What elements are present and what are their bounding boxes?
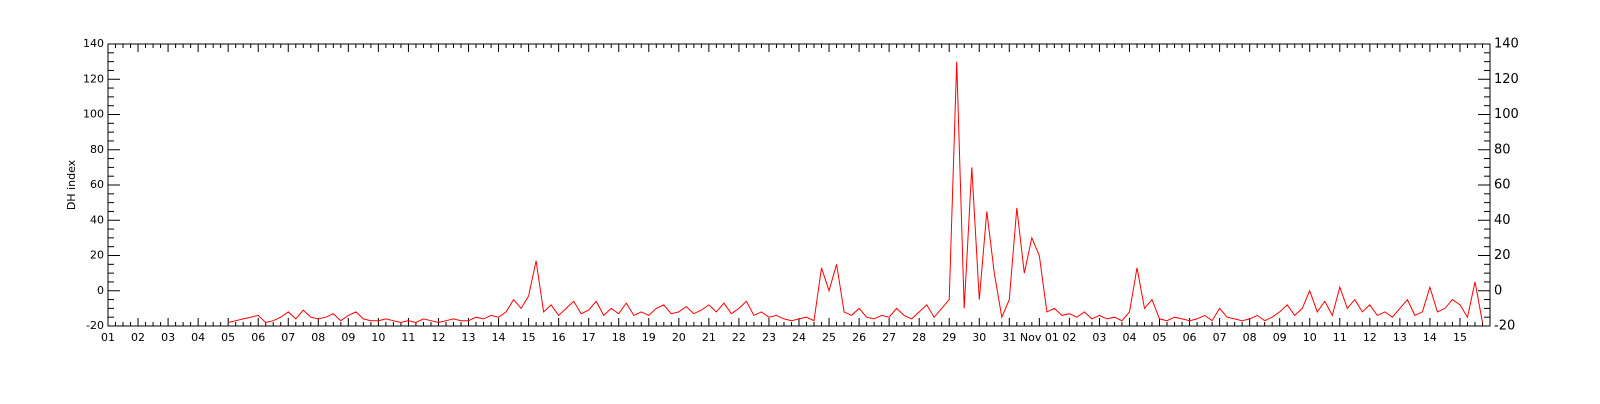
x-tick-label: 15: [522, 331, 536, 344]
y-tick-label: 80: [90, 143, 104, 156]
y-tick-label-right: 120: [1494, 72, 1519, 87]
y-tick-label-right: 0: [1494, 283, 1502, 298]
x-tick-label: 13: [462, 331, 476, 344]
x-tick-label: 11: [1333, 331, 1347, 344]
x-tick-label: 05: [221, 331, 235, 344]
x-tick-label: 25: [822, 331, 836, 344]
y-tick-label: 140: [83, 37, 104, 50]
y-tick-label-right: 80: [1494, 142, 1511, 157]
x-tick-label: 15: [1453, 331, 1467, 344]
x-tick-label: 08: [311, 331, 325, 344]
x-tick-label: 29: [942, 331, 956, 344]
x-tick-label: 09: [1273, 331, 1287, 344]
y-tick-label: 0: [97, 284, 104, 297]
y-tick-label: -20: [86, 319, 104, 332]
x-tick-label: 04: [191, 331, 205, 344]
x-tick-label: 18: [612, 331, 626, 344]
x-tick-label: 02: [131, 331, 145, 344]
x-tick-label: 05: [1153, 331, 1167, 344]
x-tick-label: 02: [1062, 331, 1076, 344]
x-tick-label: 10: [1303, 331, 1317, 344]
x-tick-label: 06: [251, 331, 265, 344]
y-tick-label: 40: [90, 213, 104, 226]
x-tick-label: 17: [582, 331, 596, 344]
x-tick-label: 08: [1243, 331, 1257, 344]
x-tick-label: 03: [1092, 331, 1106, 344]
x-tick-label: 14: [492, 331, 506, 344]
y-tick-label-right: 40: [1494, 213, 1511, 228]
x-tick-label: 24: [792, 331, 806, 344]
plot-frame: [107, 43, 1491, 327]
y-tick-label: 20: [90, 249, 104, 262]
x-tick-label: 12: [1363, 331, 1377, 344]
y-tick-label-right: 20: [1494, 248, 1511, 263]
y-axis-label: DH index: [65, 159, 78, 210]
x-tick-label: 23: [762, 331, 776, 344]
y-tick-label: 120: [83, 72, 104, 85]
x-tick-label: 19: [642, 331, 656, 344]
y-tick-label-right: 100: [1494, 107, 1519, 122]
x-tick-label: 30: [972, 331, 986, 344]
x-tick-label: 06: [1183, 331, 1197, 344]
x-tick-label: 13: [1393, 331, 1407, 344]
x-tick-label: 04: [1122, 331, 1136, 344]
data-line: [228, 61, 1483, 324]
x-tick-label: 03: [161, 331, 175, 344]
x-tick-label: 28: [912, 331, 926, 344]
y-tick-label-right: -20: [1494, 319, 1515, 334]
x-tick-label: Nov 01: [1020, 331, 1059, 344]
x-tick-label: 07: [281, 331, 295, 344]
x-tick-label: 22: [732, 331, 746, 344]
x-tick-label: 16: [552, 331, 566, 344]
x-tick-label: 21: [702, 331, 716, 344]
x-tick-label: 26: [852, 331, 866, 344]
x-tick-label: 09: [341, 331, 355, 344]
x-tick-label: 31: [1002, 331, 1016, 344]
x-tick-label: 12: [431, 331, 445, 344]
x-tick-label: 07: [1213, 331, 1227, 344]
x-tick-label: 20: [672, 331, 686, 344]
x-tick-label: 11: [401, 331, 415, 344]
y-tick-label-right: 140: [1494, 37, 1519, 52]
x-tick-label: 01: [101, 331, 115, 344]
x-tick-label: 14: [1423, 331, 1437, 344]
y-tick-label-right: 60: [1494, 178, 1511, 193]
x-tick-label: 10: [371, 331, 385, 344]
x-tick-label: 27: [882, 331, 896, 344]
y-tick-label: 100: [83, 108, 104, 121]
y-tick-label: 60: [90, 178, 104, 191]
